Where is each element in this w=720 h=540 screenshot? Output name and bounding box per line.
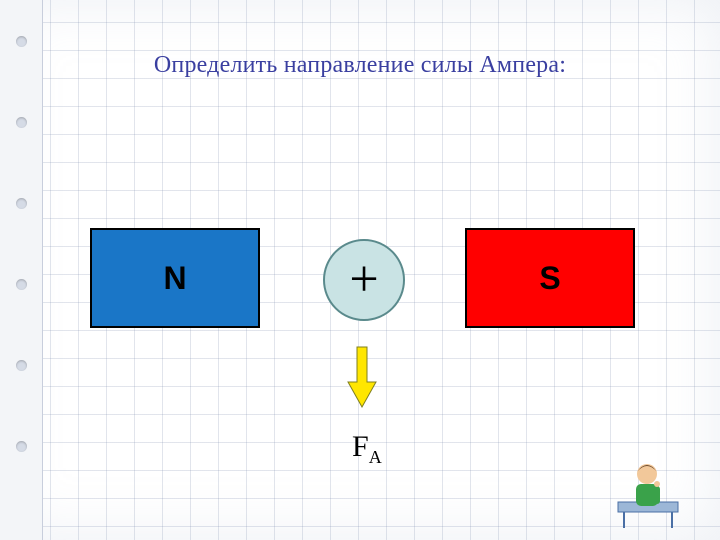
force-label-main: F <box>352 430 369 463</box>
pole-south-label: S <box>539 260 560 297</box>
force-label-sub: A <box>369 447 382 467</box>
punch-hole <box>16 441 27 452</box>
student-clipart <box>612 458 682 530</box>
magnet-pole-south: S <box>465 228 635 328</box>
conductor-cross-section: + <box>323 239 405 321</box>
punch-hole <box>16 360 27 371</box>
pole-north-label: N <box>163 260 186 297</box>
slide: Определить направление силы Ампера: N S … <box>0 0 720 540</box>
punch-hole <box>16 117 27 128</box>
punch-hole <box>16 36 27 47</box>
ampere-force-arrow <box>347 346 377 408</box>
punch-hole <box>16 198 27 209</box>
magnet-pole-north: N <box>90 228 260 328</box>
paper-punch-strip <box>0 0 43 540</box>
force-label: FA <box>352 430 382 468</box>
punch-hole <box>16 279 27 290</box>
slide-title: Определить направление силы Ампера: <box>0 52 720 79</box>
current-direction-symbol: + <box>349 254 378 306</box>
